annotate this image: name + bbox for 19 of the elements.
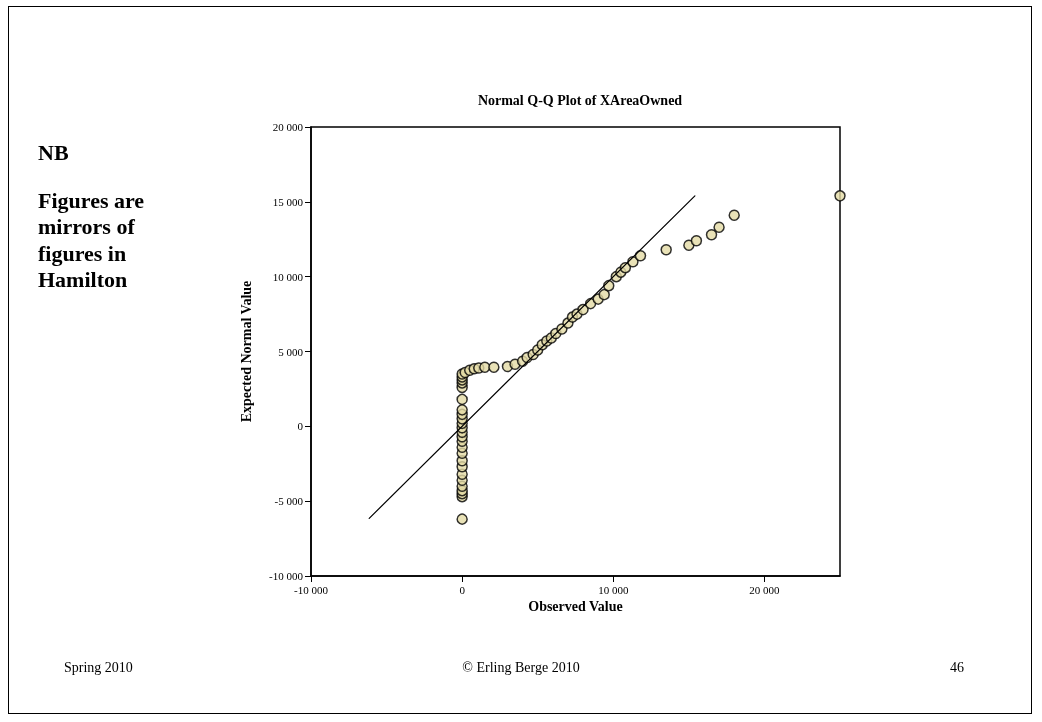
chart-title: Normal Q-Q Plot of XAreaOwned — [477, 92, 683, 108]
y-tick-label: -10 000 — [269, 570, 304, 582]
y-tick-label: -5 000 — [274, 495, 304, 508]
x-tick-label: -10 000 — [294, 583, 329, 596]
x-tick-label: 0 — [459, 583, 466, 596]
y-tick-label: 20 000 — [272, 121, 304, 133]
y-tick-label: 10 000 — [272, 270, 304, 283]
text: NB — [38, 140, 70, 167]
x-axis-title: Observed Value — [528, 599, 623, 615]
x-tick-label: 10 000 — [598, 583, 629, 596]
y-tick-label: 0 — [297, 420, 304, 433]
text: Figures are mirrors of figures in Hamilton — [38, 188, 146, 294]
x-tick-label: 20 000 — [749, 583, 781, 596]
text: Spring 2010 — [64, 660, 133, 676]
text: © Erling Berge 2010 — [462, 660, 580, 676]
y-tick-label: 5 000 — [278, 345, 304, 358]
y-tick-label: 15 000 — [272, 195, 304, 208]
text: 46 — [950, 660, 964, 676]
y-axis-title: Expected Normal Value — [238, 280, 254, 423]
